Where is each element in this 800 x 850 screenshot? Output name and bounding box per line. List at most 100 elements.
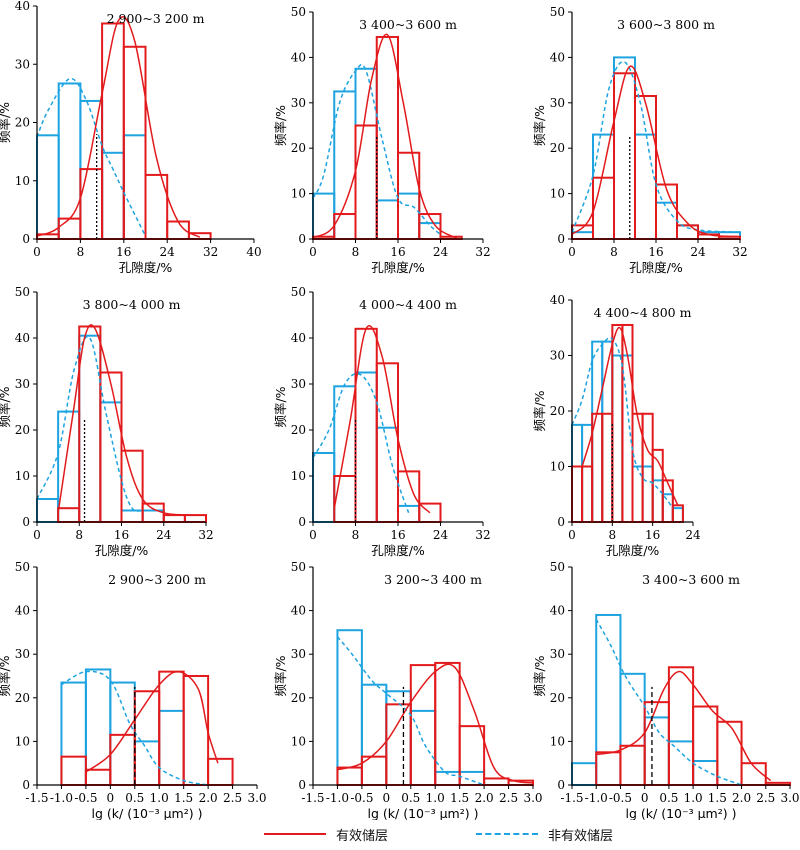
non-effective-bar <box>354 371 378 523</box>
x-axis-label: 孔隙度/% <box>629 260 683 275</box>
non-effective-bar <box>667 740 695 787</box>
effective-bar <box>385 703 412 787</box>
x-axis-label: 孔隙度/% <box>95 543 149 558</box>
x-tick-label: 0.5 <box>401 791 420 805</box>
y-tick-label: 30 <box>15 377 30 391</box>
panel-title: 4 400~4 800 m <box>594 305 692 320</box>
y-tick-label: 20 <box>291 691 306 705</box>
x-tick-label: 1.0 <box>684 791 703 805</box>
x-tick-label: -1.5 <box>560 791 583 805</box>
effective-bar <box>333 475 357 523</box>
y-axis-label: 频率/% <box>0 655 12 696</box>
y-tick-label: 20 <box>550 141 565 155</box>
panel-9: 0 10 20 30 40 50 -1.5 -1.0 -0.5 0 0.5 1.0 1.5 2.0 2.5 3… <box>532 560 800 820</box>
effective-bar <box>57 217 82 241</box>
non-effective-bar <box>661 493 674 523</box>
panel-title: 3 600~3 800 m <box>617 17 715 32</box>
effective-bar <box>581 465 594 523</box>
x-tick-label: 0 <box>107 791 115 805</box>
x-axis-label: lg (k/ (10⁻³ μm²) ) <box>92 806 203 820</box>
non-effective-curve <box>336 636 485 786</box>
non-effective-bar <box>101 151 125 240</box>
y-tick-label: 30 <box>550 349 565 363</box>
non-effective-bar <box>591 340 604 523</box>
effective-bar <box>613 72 636 241</box>
non-effective-bar <box>592 133 615 240</box>
y-tick-label: 20 <box>291 423 306 437</box>
x-axis-label: lg (k/ (10⁻³ μm²) ) <box>626 806 737 820</box>
y-tick-label: 20 <box>15 423 30 437</box>
effective-bar <box>183 514 207 523</box>
effective-bar <box>109 733 136 786</box>
effective-curve <box>36 16 201 238</box>
legend-effective-label: 有效储层 <box>336 828 389 844</box>
y-tick-label: 30 <box>291 647 306 661</box>
effective-bar <box>207 757 234 787</box>
effective-bar <box>434 661 461 786</box>
x-axis-label: 孔隙度/% <box>606 543 660 558</box>
y-tick-label: 0 <box>557 778 565 792</box>
y-tick-label: 50 <box>291 5 306 19</box>
x-tick-label: 16 <box>116 245 131 259</box>
non-effective-curve <box>36 335 143 512</box>
x-tick-label: -1.0 <box>585 791 608 805</box>
effective-bar <box>101 22 125 240</box>
non-effective-bar <box>109 681 136 786</box>
y-axis-label: 频率/% <box>273 386 288 427</box>
x-tick-label: 8 <box>77 245 85 259</box>
x-tick-label: -0.5 <box>74 791 97 805</box>
x-tick-label: 2.5 <box>223 791 242 805</box>
effective-bar <box>641 412 654 523</box>
effective-bar <box>634 94 657 240</box>
panel-title: 3 200~3 400 m <box>384 572 482 587</box>
x-tick-label: -1.0 <box>326 791 349 805</box>
effective-bar <box>141 502 165 524</box>
x-tick-label: 16 <box>114 528 129 542</box>
panel-3: 0 10 20 30 40 50 0 8 16 24 32 3 600~3 800 m 孔隙度/% 频率/… <box>532 5 748 275</box>
x-axis-label: lg (k/ (10⁻³ μm²) ) <box>368 806 479 820</box>
effective-bar <box>661 479 674 523</box>
panel-5: 0 10 20 30 40 50 0 8 16 24 32 4 000~4 400 m 孔隙度/% 频率/… <box>273 285 491 558</box>
x-tick-label: 0.5 <box>125 791 144 805</box>
y-tick-label: 10 <box>15 174 30 188</box>
x-tick-label: 32 <box>475 528 490 542</box>
x-tick-label: 40 <box>246 245 261 259</box>
x-tick-label: 24 <box>156 528 172 542</box>
y-tick-label: 0 <box>557 515 565 529</box>
non-effective-bar <box>60 681 87 786</box>
y-tick-label: 10 <box>15 734 30 748</box>
effective-curve <box>337 663 534 784</box>
non-effective-bar <box>619 672 646 787</box>
non-effective-bar <box>333 90 357 240</box>
panel-4: 0 10 20 30 40 50 0 8 16 24 32 3 800~4 000 m 孔隙度/% 频率/… <box>0 285 214 558</box>
y-tick-label: 40 <box>550 293 565 307</box>
panel-2: 0 10 20 30 40 50 0 8 16 24 32 3 400~3 600 m 孔隙度/% 频率/… <box>273 5 491 275</box>
y-axis-label: 频率/% <box>532 105 547 146</box>
non-effective-curve <box>61 670 209 786</box>
y-axis-label: 频率/% <box>273 105 288 146</box>
x-axis-label: 孔隙度/% <box>119 260 173 275</box>
y-tick-label: 40 <box>291 331 306 345</box>
x-tick-label: 0 <box>568 528 576 542</box>
panel-title: 3 800~4 000 m <box>83 297 181 312</box>
x-tick-label: 24 <box>685 528 701 542</box>
y-tick-label: 40 <box>291 604 306 618</box>
x-tick-label: 1.5 <box>708 791 727 805</box>
y-tick-label: 10 <box>15 469 30 483</box>
y-tick-label: 30 <box>15 647 30 661</box>
panel-title: 3 400~3 600 m <box>642 572 740 587</box>
x-tick-label: 0 <box>309 245 317 259</box>
x-tick-label: -0.5 <box>609 791 632 805</box>
effective-bar <box>692 705 719 787</box>
x-tick-label: 0 <box>641 791 649 805</box>
non-effective-bar <box>571 231 594 241</box>
x-tick-label: 3.0 <box>780 791 799 805</box>
effective-bar <box>571 465 584 523</box>
legend-effective: 有效储层 <box>264 822 388 846</box>
x-tick-label: -0.5 <box>350 791 373 805</box>
effective-curve <box>333 325 431 514</box>
x-tick-label: -1.0 <box>50 791 73 805</box>
panel-1: 0 10 20 30 40 0 8 16 24 32 40 2 900~3 200 m 孔隙度/% 频率/… <box>0 0 262 275</box>
panel-title: 2 900~3 200 m <box>107 11 205 26</box>
legend-non-effective-label: 非有效储层 <box>548 828 614 844</box>
